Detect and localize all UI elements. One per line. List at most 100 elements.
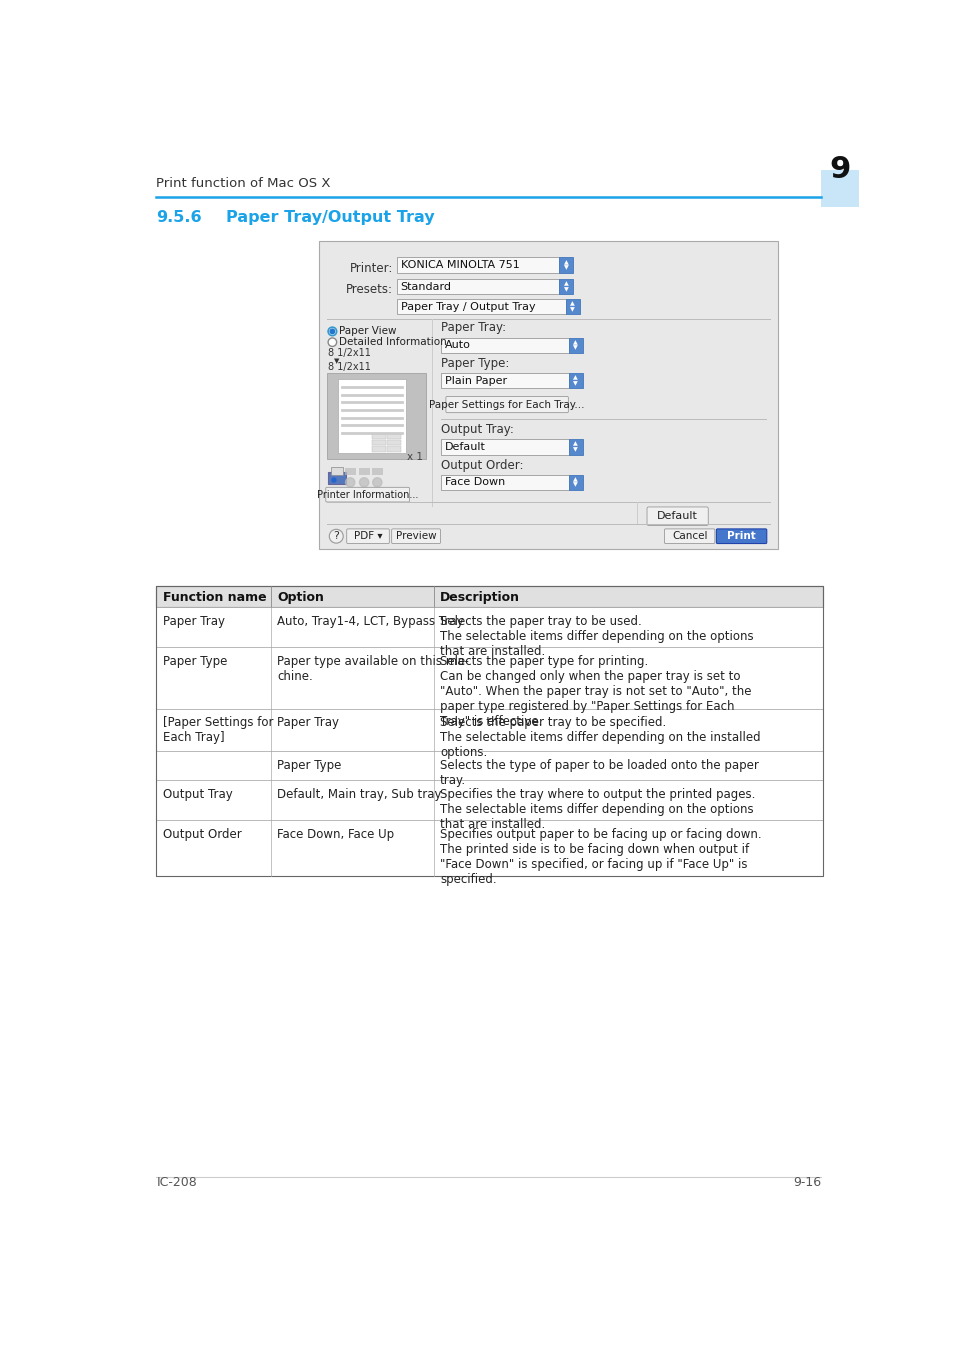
FancyBboxPatch shape xyxy=(156,608,822,647)
Text: Output Tray: Output Tray xyxy=(162,788,233,801)
Text: ?: ? xyxy=(333,531,339,541)
Circle shape xyxy=(373,478,381,487)
Text: Printer:: Printer: xyxy=(349,262,393,275)
FancyBboxPatch shape xyxy=(358,468,369,475)
FancyBboxPatch shape xyxy=(156,647,822,709)
Text: 8 1/2x11: 8 1/2x11 xyxy=(328,348,371,358)
Circle shape xyxy=(329,529,343,543)
Text: Selects the paper tray to be used.
The selectable items differ depending on the : Selects the paper tray to be used. The s… xyxy=(439,614,753,657)
Circle shape xyxy=(332,478,335,482)
FancyBboxPatch shape xyxy=(372,446,385,451)
Text: Paper type available on this ma-
chine.: Paper type available on this ma- chine. xyxy=(277,655,469,683)
Text: Printer Information...: Printer Information... xyxy=(316,490,417,500)
Text: 9: 9 xyxy=(828,154,850,184)
Text: Paper Settings for Each Tray...: Paper Settings for Each Tray... xyxy=(429,400,584,409)
Text: Standard: Standard xyxy=(400,282,451,292)
Text: Output Order:: Output Order: xyxy=(440,459,523,471)
Text: 9.5.6: 9.5.6 xyxy=(156,211,202,225)
Text: Paper Tray / Output Tray: Paper Tray / Output Tray xyxy=(400,302,535,312)
FancyBboxPatch shape xyxy=(558,279,573,294)
Text: Presets:: Presets: xyxy=(345,284,393,296)
Text: PDF ▾: PDF ▾ xyxy=(354,531,382,541)
Text: Description: Description xyxy=(439,590,519,603)
Text: ▲
▼: ▲ ▼ xyxy=(573,340,578,351)
Text: ▼: ▼ xyxy=(334,358,339,363)
Text: Face Down: Face Down xyxy=(444,478,504,487)
Text: 9-16: 9-16 xyxy=(793,1176,821,1189)
FancyBboxPatch shape xyxy=(156,709,822,751)
Text: IC-208: IC-208 xyxy=(156,1176,197,1189)
Text: Face Down, Face Up: Face Down, Face Up xyxy=(277,828,394,841)
FancyBboxPatch shape xyxy=(558,258,573,273)
FancyBboxPatch shape xyxy=(396,258,558,273)
FancyBboxPatch shape xyxy=(392,529,440,544)
FancyBboxPatch shape xyxy=(346,529,389,544)
Text: Specifies output paper to be facing up or facing down.
The printed side is to be: Specifies output paper to be facing up o… xyxy=(439,828,760,886)
FancyBboxPatch shape xyxy=(372,433,385,439)
FancyBboxPatch shape xyxy=(156,821,822,876)
FancyBboxPatch shape xyxy=(568,475,582,490)
Text: x 1: x 1 xyxy=(407,452,422,462)
FancyBboxPatch shape xyxy=(565,300,579,315)
FancyBboxPatch shape xyxy=(327,373,426,459)
Text: Plain Paper: Plain Paper xyxy=(444,375,506,386)
Text: Paper View: Paper View xyxy=(339,327,396,336)
Text: Selects the type of paper to be loaded onto the paper
tray.: Selects the type of paper to be loaded o… xyxy=(439,759,759,787)
Text: Output Tray:: Output Tray: xyxy=(440,423,514,436)
FancyBboxPatch shape xyxy=(568,439,582,455)
Text: Auto, Tray1-4, LCT, Bypass Tray: Auto, Tray1-4, LCT, Bypass Tray xyxy=(277,614,463,628)
Text: Function name: Function name xyxy=(162,590,266,603)
FancyBboxPatch shape xyxy=(440,373,568,389)
Text: Specifies the tray where to output the printed pages.
The selectable items diffe: Specifies the tray where to output the p… xyxy=(439,788,755,832)
FancyBboxPatch shape xyxy=(331,467,343,475)
FancyBboxPatch shape xyxy=(387,433,401,439)
FancyBboxPatch shape xyxy=(664,529,714,544)
FancyBboxPatch shape xyxy=(325,487,409,502)
Circle shape xyxy=(328,338,336,347)
Text: Default, Main tray, Sub tray: Default, Main tray, Sub tray xyxy=(277,788,441,801)
Text: Selects the paper type for printing.
Can be changed only when the paper tray is : Selects the paper type for printing. Can… xyxy=(439,655,751,728)
Circle shape xyxy=(330,329,335,333)
Circle shape xyxy=(345,478,355,487)
FancyBboxPatch shape xyxy=(440,475,568,490)
FancyBboxPatch shape xyxy=(716,529,766,544)
Text: Paper Type:: Paper Type: xyxy=(440,356,509,370)
FancyBboxPatch shape xyxy=(396,300,565,315)
Text: Default: Default xyxy=(656,512,697,521)
Text: KONICA MINOLTA 751: KONICA MINOLTA 751 xyxy=(400,261,518,270)
Text: Paper Tray:: Paper Tray: xyxy=(440,321,505,335)
FancyBboxPatch shape xyxy=(372,468,382,475)
FancyBboxPatch shape xyxy=(646,508,707,525)
Text: Print function of Mac OS X: Print function of Mac OS X xyxy=(156,177,331,190)
Text: Default: Default xyxy=(444,441,485,452)
Text: Preview: Preview xyxy=(395,531,436,541)
FancyBboxPatch shape xyxy=(372,440,385,446)
Text: [Paper Settings for
Each Tray]: [Paper Settings for Each Tray] xyxy=(162,717,273,744)
FancyBboxPatch shape xyxy=(387,440,401,446)
Text: ▲
▼: ▲ ▼ xyxy=(563,281,568,292)
Text: Paper Type: Paper Type xyxy=(277,759,341,772)
Circle shape xyxy=(328,327,336,336)
Text: Cancel: Cancel xyxy=(671,531,707,541)
Text: ▲
▼: ▲ ▼ xyxy=(573,375,578,386)
Text: Paper Type: Paper Type xyxy=(162,655,227,668)
FancyBboxPatch shape xyxy=(445,397,568,413)
Text: Paper Tray: Paper Tray xyxy=(277,717,339,729)
Text: Output Order: Output Order xyxy=(162,828,241,841)
Text: ▲
▼: ▲ ▼ xyxy=(563,259,568,270)
FancyBboxPatch shape xyxy=(440,439,568,455)
FancyBboxPatch shape xyxy=(396,279,558,294)
FancyBboxPatch shape xyxy=(568,373,582,389)
Text: Paper Tray/Output Tray: Paper Tray/Output Tray xyxy=(226,211,435,225)
FancyBboxPatch shape xyxy=(821,170,858,207)
FancyBboxPatch shape xyxy=(319,240,778,548)
FancyBboxPatch shape xyxy=(156,586,822,608)
Text: 8 1/2x11: 8 1/2x11 xyxy=(328,362,371,371)
Text: ▲
▼: ▲ ▼ xyxy=(573,477,578,487)
Text: Option: Option xyxy=(277,590,324,603)
FancyBboxPatch shape xyxy=(568,338,582,352)
FancyBboxPatch shape xyxy=(156,780,822,821)
Text: Print: Print xyxy=(726,531,755,541)
FancyBboxPatch shape xyxy=(440,338,568,352)
Text: Paper Tray: Paper Tray xyxy=(162,614,224,628)
